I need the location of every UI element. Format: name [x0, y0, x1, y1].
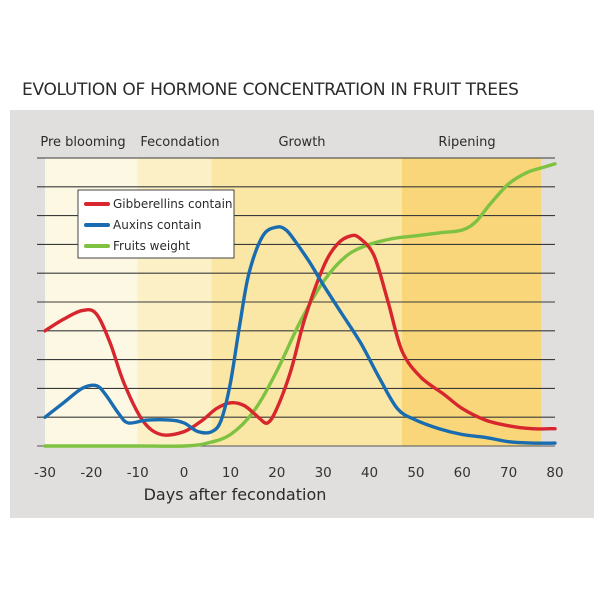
- x-tick-label: 20: [268, 465, 285, 481]
- phase-label-growth: Growth: [278, 135, 325, 150]
- x-axis-title: Days after fecondation: [144, 485, 327, 504]
- x-tick-labels: -30 -20 -10 0 10 20 30 40 50 60 70 80: [34, 465, 564, 481]
- phase-label-ripening: Ripening: [438, 135, 495, 150]
- x-tick-label: 60: [454, 465, 471, 481]
- phase-label-pre-blooming: Pre blooming: [40, 135, 125, 150]
- series-lines: [43, 162, 557, 448]
- x-tick-label: 80: [546, 465, 563, 481]
- phase-label-fecondation: Fecondation: [140, 135, 219, 150]
- x-tick-label: 0: [180, 465, 189, 481]
- x-tick-label: -10: [127, 465, 149, 481]
- series-line-fruits-weight: [43, 162, 557, 448]
- legend: Gibberellins contain Auxins contain Fruits…: [77, 189, 235, 259]
- series-line-gibberellins-contain: [43, 233, 557, 437]
- legend-label-fruits-weight: Fruits weight: [113, 239, 190, 253]
- legend-label-auxins-contain: Auxins contain: [113, 218, 201, 232]
- x-tick-label: 70: [500, 465, 517, 481]
- chart-title: EVOLUTION OF HORMONE CONCENTRATION IN FR…: [22, 80, 519, 100]
- x-tick-label: 10: [222, 465, 239, 481]
- phase-labels: Pre blooming Fecondation Growth Ripening: [40, 135, 495, 150]
- x-tick-label: 50: [407, 465, 424, 481]
- x-tick-label: -20: [80, 465, 102, 481]
- legend-label-gibberellins-contain: Gibberellins contain: [113, 197, 233, 211]
- x-tick-label: 40: [361, 465, 378, 481]
- series-line-auxins-contain: [43, 225, 557, 445]
- x-tick-label: 30: [315, 465, 332, 481]
- x-tick-label: -30: [34, 465, 56, 481]
